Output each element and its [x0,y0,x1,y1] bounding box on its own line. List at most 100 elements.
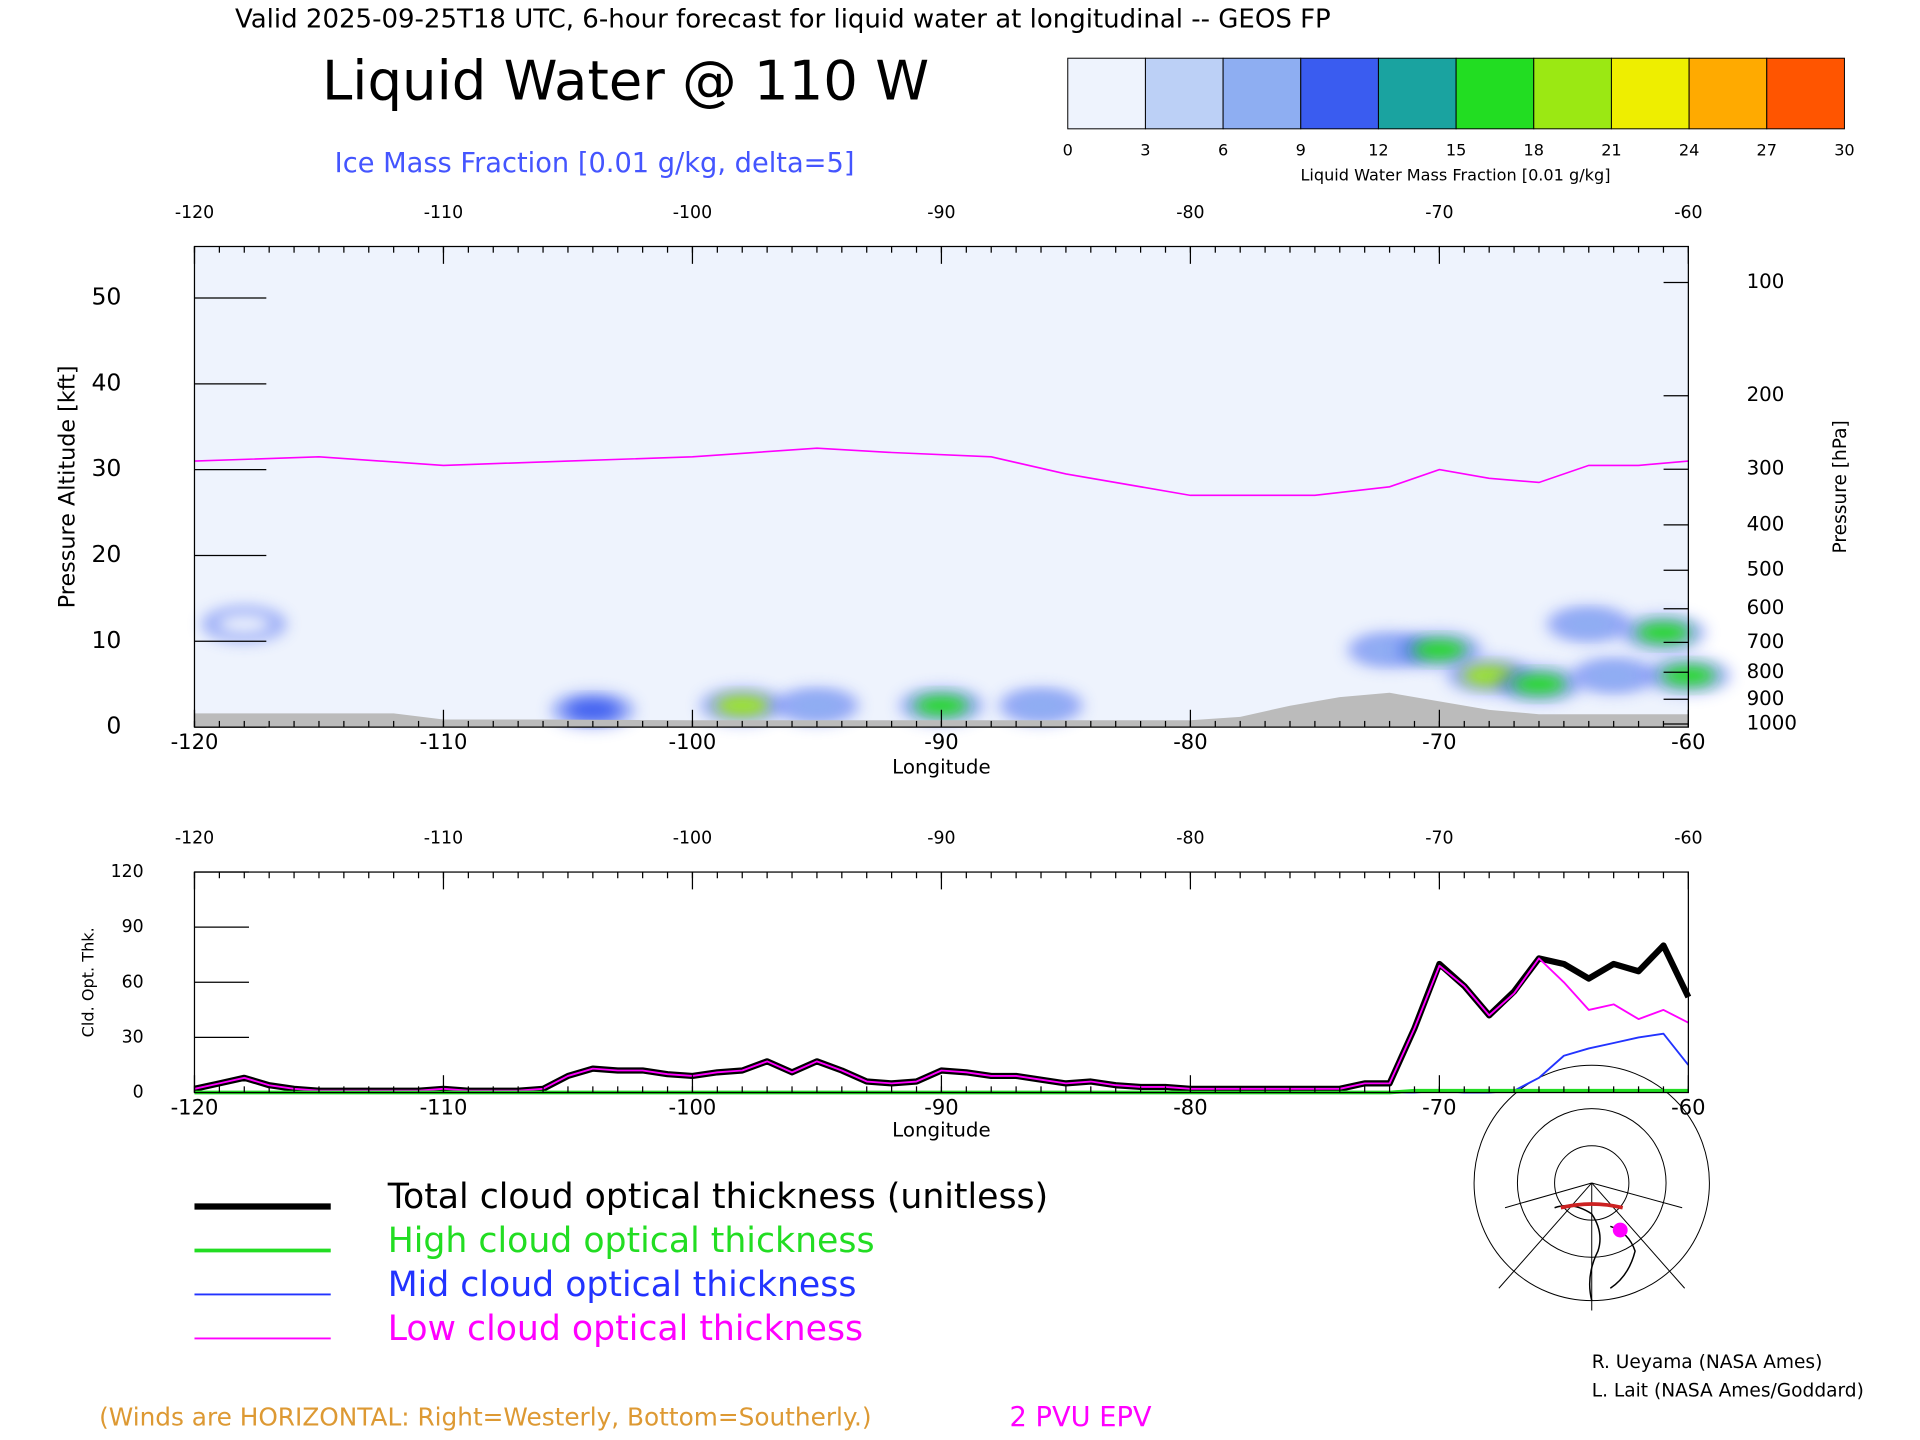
x-tick-label: -80 [1173,729,1207,754]
legend-label: Total cloud optical thickness (unitless) [387,1177,1048,1217]
credit: L. Lait (NASA Ames/Goddard) [1592,1381,1864,1402]
credit: R. Ueyama (NASA Ames) [1592,1352,1823,1373]
x-top-tick-label: -120 [175,829,214,849]
x-tick-label: -120 [171,729,219,754]
colorbar-bin [1766,57,1845,130]
epv-line [194,447,1689,497]
x-tick-label: -110 [420,1095,468,1120]
y-axis-label: Cld. Opt. Thk. [79,927,98,1037]
x-tick-label: -70 [1422,729,1456,754]
x-tick-label: -60 [1671,1095,1705,1120]
x-top-tick-label: -60 [1674,829,1702,849]
header: Valid 2025-09-25T18 UTC, 6-hour forecast… [235,4,1331,34]
y2-axis-label: Pressure [hPa] [1830,420,1851,553]
y2-tick-label: 1000 [1747,712,1797,735]
x-tick-label: -70 [1422,1095,1456,1120]
colorbar-tick-label: 9 [1296,141,1306,160]
y-tick-label: 0 [106,712,121,740]
y-tick-label: 90 [122,917,144,937]
liquid-water [1013,695,1069,716]
x-axis-label: Longitude [892,756,990,779]
colorbar-bin [1610,57,1690,130]
x-tick-label: -60 [1671,729,1705,754]
colorbar-tick-label: 6 [1218,141,1228,160]
liquid-water [789,695,845,716]
y2-tick-label: 800 [1747,660,1785,683]
y-tick-label: 120 [111,862,144,882]
liquid-water [1412,639,1467,660]
colorbar-tick-label: 27 [1757,141,1777,160]
colorbar-tick-label: 21 [1601,141,1621,160]
liquid-water [1636,622,1691,643]
colorbar-tick-label: 3 [1140,141,1150,160]
liquid-water [1511,674,1567,695]
y2-tick-label: 900 [1747,687,1785,710]
y2-tick-label: 100 [1747,270,1785,293]
x-tick-label: -100 [669,1095,717,1120]
terrain [194,692,1689,728]
y-tick-label: 0 [133,1083,144,1103]
y-tick-label: 60 [122,972,144,992]
y-axis-label: Pressure Altitude [kft] [55,365,81,608]
x-top-tick-label: -110 [424,829,463,849]
colorbar-label: Liquid Water Mass Fraction [0.01 g/kg] [1300,165,1610,184]
colorbar-bin [1300,57,1379,130]
x-top-tick-label: -60 [1674,203,1702,223]
colorbar-bin [1222,57,1302,130]
y2-tick-label: 300 [1747,457,1785,480]
x-tick-label: -110 [420,729,468,754]
colorbar-bin [1455,57,1535,130]
wind-note: (Winds are HORIZONTAL: Right=Westerly, B… [99,1402,871,1431]
liquid-water [217,614,272,635]
x-top-tick-label: -100 [673,829,712,849]
colorbar-tick-label: 30 [1834,141,1854,160]
liquid-water [914,695,969,716]
x-top-tick-label: -90 [927,203,955,223]
colorbar-tick-label: 12 [1368,141,1388,160]
chart-subtitle: Ice Mass Fraction [0.01 g/kg, delta=5] [335,148,855,179]
y2-tick-label: 500 [1747,558,1785,581]
legend-label: Low cloud optical thickness [388,1309,863,1349]
y-tick-label: 30 [122,1027,144,1047]
x-tick-label: -80 [1173,1095,1207,1120]
colorbar-tick-label: 0 [1063,141,1073,160]
locator-map [1473,1064,1710,1311]
y2-tick-label: 600 [1747,596,1785,619]
x-top-tick-label: -70 [1425,203,1453,223]
x-tick-label: -100 [669,729,717,754]
liquid-water [1561,614,1617,635]
y-tick-label: 30 [91,454,121,482]
x-tick-label: -90 [924,729,958,754]
y2-tick-label: 200 [1747,383,1785,406]
x-top-tick-label: -110 [424,203,463,223]
y-tick-label: 50 [91,282,121,310]
liquid-water [714,695,770,716]
colorbar-bin [1688,57,1768,130]
colorbar-bin [1067,57,1146,130]
plot-frame [193,245,1689,728]
x-top-tick-label: -80 [1176,203,1204,223]
legend-label: 2 PVU EPV [1010,1402,1152,1433]
line [194,957,1689,1092]
y-tick-label: 20 [91,540,121,568]
y-tick-label: 40 [91,368,121,396]
colorbar-bin [1144,57,1224,130]
line [193,942,1692,1094]
colorbar-tick-label: 15 [1446,141,1466,160]
legend-label: High cloud optical thickness [388,1221,875,1261]
x-top-tick-label: -100 [673,203,712,223]
legend-label: Mid cloud optical thickness [388,1265,857,1305]
colorbar-bin [1377,57,1457,130]
chart-title: Liquid Water @ 110 W [322,48,929,112]
x-top-tick-label: -80 [1176,829,1204,849]
y-tick-label: 10 [91,626,121,654]
colorbar-tick-label: 24 [1679,141,1699,160]
y2-tick-label: 400 [1747,512,1785,535]
x-tick-label: -90 [924,1095,958,1120]
colorbar-tick-label: 18 [1524,141,1544,160]
liquid-water [1586,665,1641,686]
colorbar-bin [1533,57,1612,130]
y2-tick-label: 700 [1747,630,1785,653]
